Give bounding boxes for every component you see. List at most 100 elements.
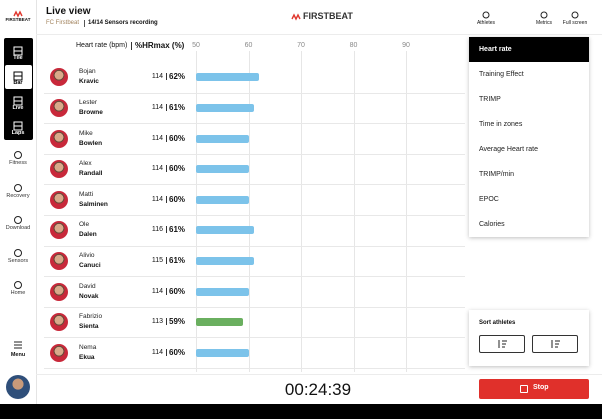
nav-label[interactable]: Recovery [6,192,30,199]
action-icon-glyph [571,11,579,19]
hrmax-bar [196,256,254,265]
nav-label[interactable]: Home [10,290,26,296]
metric-option[interactable]: Training Effect [479,71,524,78]
nav-label[interactable]: Sensors [7,257,29,264]
hrmax-bar [196,287,249,296]
athlete-avatar[interactable] [50,282,68,301]
sensor-status: 14/14 Sensors recording [88,20,158,26]
hrmax-percent: 62% [169,72,186,82]
menu-icon-glyph [14,341,22,349]
athlete-avatar[interactable] [50,190,68,209]
athlete-avatar[interactable] [50,98,68,117]
sort-title: Sort athletes [479,320,516,326]
view-label[interactable]: Bar [13,80,23,86]
nav-icon[interactable] [13,245,23,257]
metric-option[interactable]: Calories [479,221,505,228]
menu-icon[interactable] [13,337,23,349]
last-name: Ekua [79,353,95,361]
stop-label: Stop [533,384,549,391]
hrmax-bar [196,73,259,82]
sort-button[interactable] [479,335,525,353]
row-separator [44,245,465,247]
row-separator [44,306,465,308]
metric-option[interactable]: EPOC [479,196,499,203]
value-divider [166,165,167,173]
view-label[interactable]: Tile [13,55,23,61]
action-label[interactable]: Metrics [535,20,553,26]
tick-label: 50 [192,42,200,49]
row-separator [44,337,465,339]
stop-icon [520,385,528,393]
view-icon[interactable] [13,68,23,81]
grid-line [406,51,407,372]
nav-label[interactable]: Download [5,225,31,231]
session-timer: 00:24:39 [284,380,352,399]
athlete-avatar[interactable] [50,160,68,179]
action-label[interactable]: Athletes [476,20,496,26]
hrmax-bar [196,134,249,143]
heart-rate: 114 [151,134,163,142]
nav-icon[interactable] [13,212,23,224]
hrmax-percent: 60% [169,133,186,143]
metric-option[interactable]: TRIMP/min [479,171,514,178]
sort-button[interactable] [532,335,578,353]
nav-icon[interactable] [13,147,23,159]
menu-label[interactable]: Menu [10,352,26,358]
nav-label[interactable]: Fitness [9,160,27,166]
first-name: Alivio [79,251,95,259]
hrmax-bar [196,165,249,174]
hrmax-bar [196,348,249,357]
hrmax-percent: 60% [169,347,186,357]
nav-icon[interactable] [13,180,23,192]
heart-rate: 114 [151,287,163,295]
footer-divider [36,374,602,375]
stop-button[interactable]: Stop [479,379,589,399]
athlete-avatar[interactable] [50,68,68,87]
first-name: Alex [79,160,92,168]
metric-option[interactable]: Time in zones [479,121,523,128]
last-name: Kravic [79,78,99,86]
sidebar-logo: FIRSTBEAT [5,17,31,22]
action-icon[interactable] [570,7,580,19]
last-name: Browne [79,108,103,116]
row-separator [44,184,465,186]
action-label[interactable]: Full screen [562,20,588,26]
hrmax-percent: 61% [169,225,186,235]
last-name: Dalen [79,231,97,239]
view-label[interactable]: Live [12,105,24,111]
view-icon[interactable] [13,43,23,56]
metric-option[interactable]: TRIMP [479,96,501,103]
view-icon[interactable] [13,118,23,131]
athlete-avatar[interactable] [50,343,68,362]
sort-glyph [498,340,507,348]
hrmax-percent: 61% [169,102,186,112]
user-avatar[interactable] [6,375,30,399]
heart-rate: 114 [151,103,163,111]
heart-rate: 114 [151,195,163,203]
action-icon[interactable] [481,7,491,19]
hrmax-percent: 60% [169,164,186,174]
athlete-avatar[interactable] [50,221,68,240]
athlete-avatar[interactable] [50,313,68,332]
metric-option[interactable]: Heart rate [469,37,589,62]
nav-icon[interactable] [13,277,23,289]
heart-rate: 114 [151,165,163,173]
value-divider [166,348,167,356]
action-icon[interactable] [539,7,549,19]
first-name: Nema [79,343,97,351]
hrmax-percent: 61% [169,255,186,265]
action-icon-glyph [540,11,548,19]
view-icon[interactable] [13,93,23,106]
tick-label: 70 [297,42,305,49]
hr-header: Heart rate (bpm) [76,42,128,49]
view-icon-glyph [13,46,23,56]
view-label[interactable]: Laps [11,130,25,136]
header-logo: FIRSTBEAT [303,11,353,21]
last-name: Canuci [79,261,101,269]
header-divider [84,20,85,27]
value-divider [166,195,167,203]
metric-option[interactable]: Average Heart rate [479,146,539,153]
view-icon-glyph [13,121,23,131]
athlete-avatar[interactable] [50,129,68,148]
athlete-avatar[interactable] [50,251,68,270]
